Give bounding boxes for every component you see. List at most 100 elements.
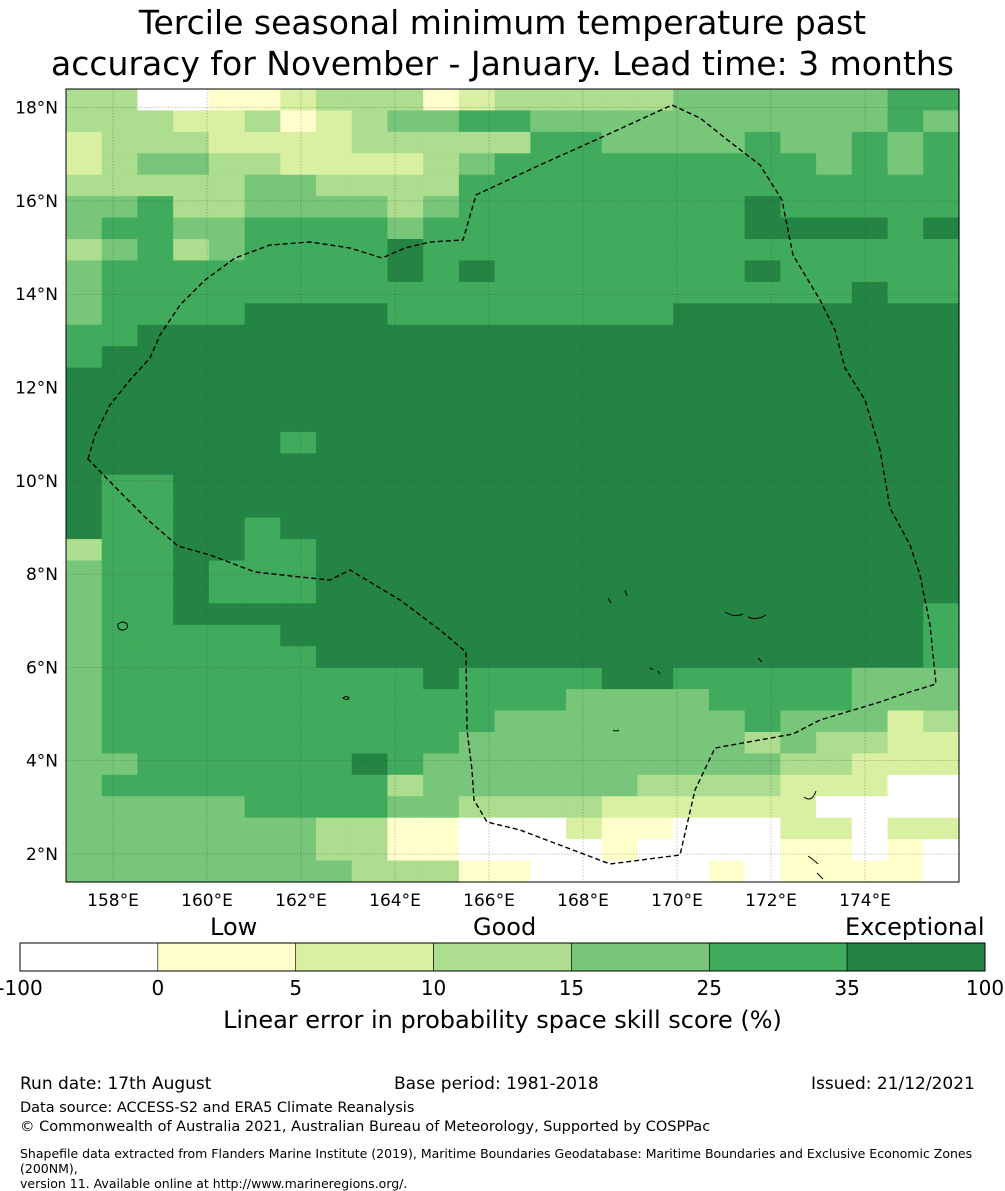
skill-cell [816,431,853,454]
skill-cell [458,560,496,583]
skill-cell [601,646,639,669]
skill-cell [851,753,889,776]
skill-cell [316,474,353,497]
skill-cell [673,796,710,819]
skill-cell [887,603,924,626]
skill-cell [851,367,889,390]
skill-cell [458,153,496,176]
skill-cell [66,389,103,412]
skill-cell [351,539,389,562]
skill-cell [637,346,674,369]
skill-cell [66,817,103,840]
lon-tick-label: 168°E [557,891,609,911]
skill-cell [780,153,817,176]
skill-cell [423,281,460,304]
skill-cell [66,539,103,562]
skill-cell [458,346,496,369]
skill-cell [887,324,924,347]
skill-cell [423,560,460,583]
skill-cell [244,174,281,197]
skill-cell [673,89,710,112]
skill-cell [280,89,317,112]
skill-cell [708,453,746,476]
skill-cell [530,217,567,240]
skill-cell [673,453,710,476]
skill-cell [887,346,924,369]
skill-cell [208,474,246,497]
skill-cell [494,753,531,776]
skill-cell [208,131,246,154]
skill-cell [780,539,817,562]
skill-cell [458,753,496,776]
skill-cell [316,689,353,712]
lat-tick-label: 18°N [15,99,58,119]
lat-tick-label: 8°N [26,565,58,585]
skill-cell [851,174,889,197]
skill-cell [923,89,960,112]
skill-cell [244,260,281,283]
skill-cell [816,281,853,304]
skill-cell [173,710,210,733]
skill-cell [173,689,210,712]
skill-cell [923,260,960,283]
skill-cell [387,710,424,733]
skill-cell [780,410,817,433]
lat-tick-label: 4°N [26,752,58,772]
skill-cell [744,667,781,690]
skill-cell [387,389,424,412]
skill-cell [637,196,674,219]
skill-cell [816,517,853,540]
skill-cell [887,281,924,304]
skill-cell [173,796,210,819]
skill-cell [708,796,746,819]
skill-cell [423,153,460,176]
skill-cell [173,217,210,240]
skill-cell [601,839,639,862]
skill-cell [137,774,174,797]
skill-cell [708,753,746,776]
skill-cell [816,496,853,519]
skill-cell [601,410,639,433]
skill-cell [244,131,281,154]
skill-cell [923,646,960,669]
skill-cell [208,710,246,733]
skill-cell [601,603,639,626]
skill-cell [66,324,103,347]
skill-cell [708,431,746,454]
skill-cell [494,731,531,754]
skill-cell [708,281,746,304]
skill-cell [637,710,674,733]
skill-cell [458,431,496,454]
skill-cell [637,539,674,562]
skill-cell [387,174,424,197]
skill-cell [494,474,531,497]
skill-cell [208,324,246,347]
skill-cell [887,731,924,754]
skill-cell [137,196,174,219]
skill-cell [387,774,424,797]
skill-cell [316,217,353,240]
skill-cell [458,646,496,669]
lon-tick-label: 158°E [87,891,139,911]
skill-cell [744,774,781,797]
skill-cell [173,496,210,519]
skill-cell [601,753,639,776]
skill-cell [637,110,674,133]
skill-cell [208,410,246,433]
skill-cell [458,410,496,433]
skill-cell [137,474,174,497]
skill-cell [173,560,210,583]
skill-cell [423,453,460,476]
skill-cell [316,153,353,176]
skill-cell [494,839,531,862]
colorbar-tick-label: -100 [0,976,43,1000]
skill-cell [208,196,246,219]
skill-cell [887,667,924,690]
skill-cell [316,581,353,604]
skill-cell [708,196,746,219]
skill-cell [601,196,639,219]
skill-cell [137,367,174,390]
skill-cell [566,281,603,304]
skill-cell [494,389,531,412]
skill-cell [280,603,317,626]
